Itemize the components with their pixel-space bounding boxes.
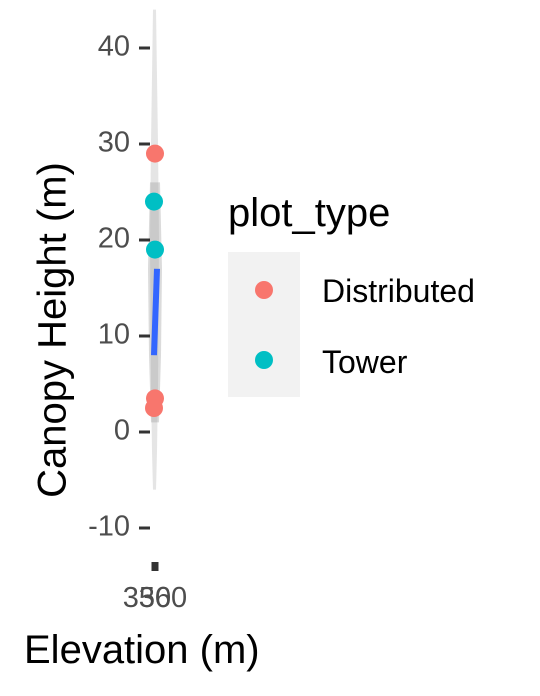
legend-label-tower: Tower <box>322 344 408 380</box>
legend: plot_type Distributed Tower <box>228 191 475 397</box>
data-point-tower-2 <box>146 240 164 259</box>
x-tick-label: 360 <box>139 582 187 614</box>
legend-label-distributed: Distributed <box>322 273 475 309</box>
data-point-distributed-3 <box>145 399 163 417</box>
y-tick-label: 10 <box>98 319 130 351</box>
data-point-tower-1 <box>145 192 163 211</box>
y-tick-label: 40 <box>98 31 130 63</box>
y-axis-title: Canopy Height (m) <box>31 162 75 498</box>
y-axis: -10 0 10 20 30 40 <box>88 31 150 543</box>
plot-area <box>145 9 164 490</box>
y-tick-label: 0 <box>114 415 130 447</box>
trend-line <box>151 268 160 356</box>
legend-key-distributed <box>255 281 273 299</box>
data-point-distributed-1 <box>146 144 164 163</box>
legend-key-background <box>228 252 300 397</box>
y-tick-label: 20 <box>98 223 130 255</box>
y-tick-label: -10 <box>88 511 130 543</box>
y-tick-label: 30 <box>98 127 130 159</box>
x-axis-title: Elevation (m) <box>24 628 260 672</box>
legend-key-tower <box>255 351 273 369</box>
x-tick-label: 350 <box>123 582 171 614</box>
legend-title: plot_type <box>228 191 390 235</box>
